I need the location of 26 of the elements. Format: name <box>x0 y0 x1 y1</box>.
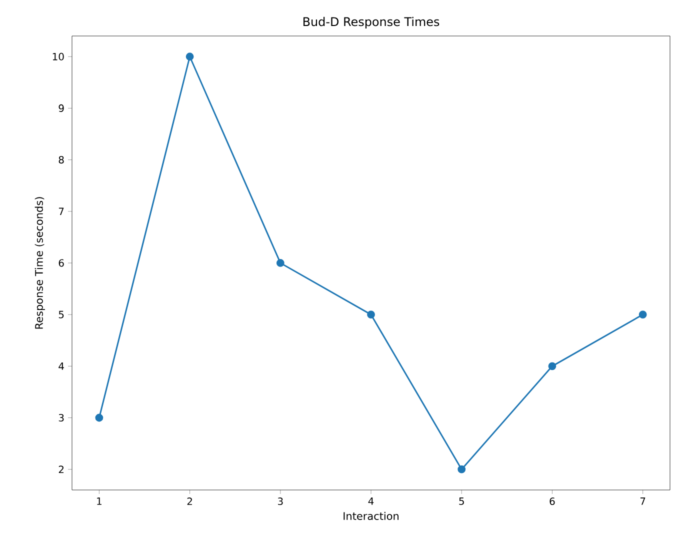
y-tick-label: 7 <box>58 208 64 216</box>
x-tick-label: 4 <box>368 498 374 505</box>
point <box>186 52 194 61</box>
y-tick-label: 3 <box>58 414 64 422</box>
y-tick-label: 6 <box>58 259 64 267</box>
point <box>548 362 556 370</box>
x-tick-label: 3 <box>278 497 283 506</box>
y-axis-title: Response Time (seconds) <box>34 197 45 329</box>
x-tick-label: 1 <box>97 498 102 505</box>
y-tick-label: 9 <box>58 104 64 112</box>
chart-title: Bud-D Response Times <box>303 16 440 28</box>
y-tick-label: 2 <box>58 466 64 474</box>
point <box>638 310 647 319</box>
x-tick-label: 7 <box>640 498 646 505</box>
x-axis-title: Interaction <box>344 512 398 520</box>
x-tick-label: 6 <box>550 497 555 506</box>
y-tick-label: 5 <box>58 310 64 318</box>
point <box>95 414 104 422</box>
point <box>276 259 284 267</box>
x-tick-label: 5 <box>459 498 464 505</box>
point <box>367 310 375 319</box>
y-tick-label: 8 <box>58 156 64 164</box>
point <box>458 465 466 474</box>
y-tick-label: 10 <box>52 52 64 60</box>
y-tick-label: 4 <box>58 362 64 370</box>
x-tick-label: 2 <box>187 497 192 505</box>
